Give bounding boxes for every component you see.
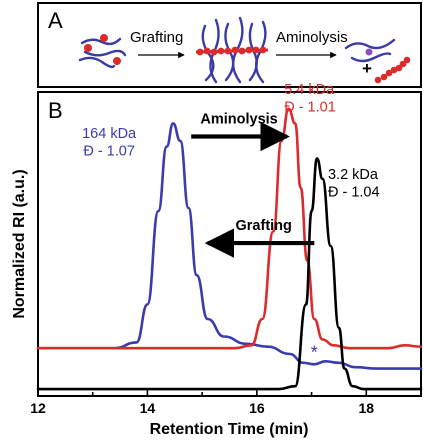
plot-frame [37, 91, 422, 397]
black-peak-mw-label: 3.2 kDa [328, 167, 379, 183]
aminolysis-shift-label: Aminolysis [200, 111, 277, 127]
black-peak-dispersity-label: Đ - 1.04 [328, 184, 380, 200]
red-peak-mw-label: 5.4 kDa [284, 82, 335, 98]
x-axis-title: Retention Time (min) [150, 421, 309, 438]
released-backbone-icon [374, 56, 411, 84]
red-peak-dispersity-label: Đ - 1.01 [284, 100, 336, 116]
x-tick-label: 12 [30, 400, 46, 416]
plus-sign: + [362, 59, 372, 78]
panel-b-letter: B [48, 98, 63, 123]
asterisk-marker: * [311, 342, 318, 362]
x-tick-label: 16 [249, 400, 265, 416]
macromonomer-trace [36, 157, 423, 391]
starting-chains-icon [78, 34, 127, 69]
x-tick-label: 14 [140, 400, 156, 416]
panel-b: B 12 14 16 18 164 kDa Đ - 1.07 5.4 kDa Đ - … [11, 82, 423, 438]
panel-a: A Grafting Am [37, 2, 422, 88]
bottle-brush-icon [195, 16, 269, 84]
grafting-step-label: Grafting [130, 29, 183, 46]
aminolysis-step-label: Aminolysis [276, 29, 348, 46]
grafted-brush-trace [36, 122, 423, 370]
product-chains-icon [344, 38, 396, 63]
panel-a-letter: A [48, 8, 63, 33]
grafting-shift-label: Grafting [236, 218, 292, 234]
x-axis-tick-labels: 12 14 16 18 [30, 400, 374, 416]
data-traces [36, 107, 423, 391]
released-backbone-trace [36, 107, 423, 350]
blue-peak-dispersity-label: Đ - 1.07 [83, 143, 135, 159]
x-tick-label: 18 [358, 400, 374, 416]
y-axis-title: Normalized RI (a.u.) [11, 169, 28, 318]
blue-peak-mw-label: 164 kDa [82, 126, 137, 142]
panel-a-frame [37, 2, 422, 88]
